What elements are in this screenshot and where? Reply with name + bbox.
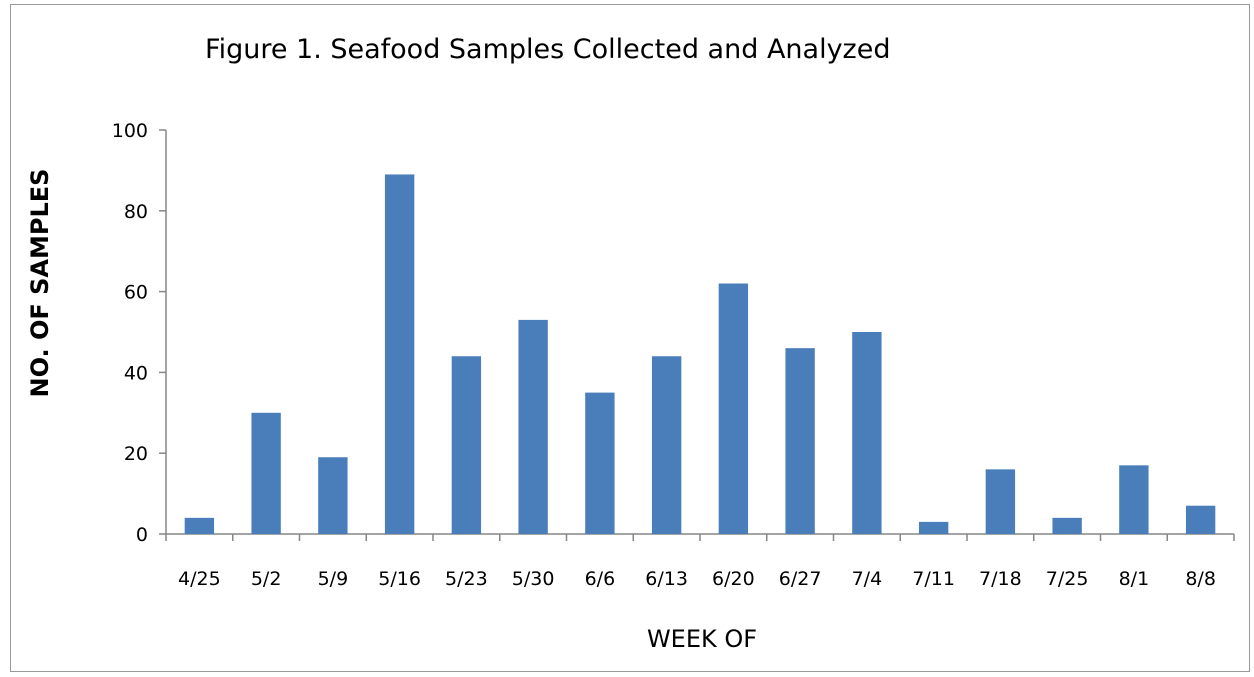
y-tick-label: 20 xyxy=(124,443,148,465)
bar-7-18 xyxy=(985,469,1016,534)
y-axis: 0 20 40 60 80 100 xyxy=(112,120,167,546)
x-axis: 4/25 5/2 5/9 5/16 5/23 5/30 6/6 6/13 6/20 6/27 7/4… xyxy=(165,533,1235,590)
x-tick-label: 6/13 xyxy=(645,568,688,590)
bar-5-23 xyxy=(451,356,482,534)
y-tick-label: 40 xyxy=(124,362,148,384)
x-tick-label: 7/18 xyxy=(979,568,1022,590)
x-tick-label: 5/23 xyxy=(445,568,488,590)
x-tick-label: 5/2 xyxy=(251,568,282,590)
bar-7-25 xyxy=(1052,517,1082,534)
x-tick-label: 8/1 xyxy=(1119,568,1150,590)
y-tick-label: 0 xyxy=(136,524,148,546)
y-axis-title: NO. OF SAMPLES xyxy=(26,169,54,398)
x-tick-label: 7/4 xyxy=(852,568,883,590)
bar-6-20 xyxy=(718,283,749,534)
bar-7-11 xyxy=(918,521,949,534)
bar-7-4 xyxy=(852,332,882,534)
bar-5-9 xyxy=(318,457,348,534)
bar-5-16 xyxy=(384,174,415,534)
y-tick-label: 100 xyxy=(112,120,148,142)
bar-5-30 xyxy=(518,319,548,534)
y-tick-label: 80 xyxy=(124,201,148,223)
x-tick-label: 5/9 xyxy=(318,568,349,590)
chart-title: Figure 1. Seafood Samples Collected and … xyxy=(205,34,890,65)
bar-4-25 xyxy=(184,517,215,534)
x-tick-label: 5/30 xyxy=(512,568,555,590)
chart-frame xyxy=(10,4,1250,672)
x-tick-label: 6/6 xyxy=(585,568,616,590)
x-tick-label: 8/8 xyxy=(1185,568,1216,590)
x-tick-label: 7/11 xyxy=(912,568,955,590)
x-axis-title: WEEK OF xyxy=(647,625,757,653)
bar-6-27 xyxy=(785,348,815,534)
bar-6-6 xyxy=(585,392,615,534)
bars xyxy=(184,174,1216,534)
x-tick-label: 5/16 xyxy=(378,568,421,590)
bar-8-8 xyxy=(1185,505,1216,534)
x-tick-label: 7/25 xyxy=(1046,568,1089,590)
bar-6-13 xyxy=(651,356,682,534)
x-tick-label: 6/27 xyxy=(779,568,822,590)
y-tick-label: 60 xyxy=(124,282,148,304)
bar-5-2 xyxy=(251,412,281,534)
x-tick-label: 4/25 xyxy=(178,568,221,590)
bar-8-1 xyxy=(1119,465,1149,534)
x-tick-label: 6/20 xyxy=(712,568,755,590)
